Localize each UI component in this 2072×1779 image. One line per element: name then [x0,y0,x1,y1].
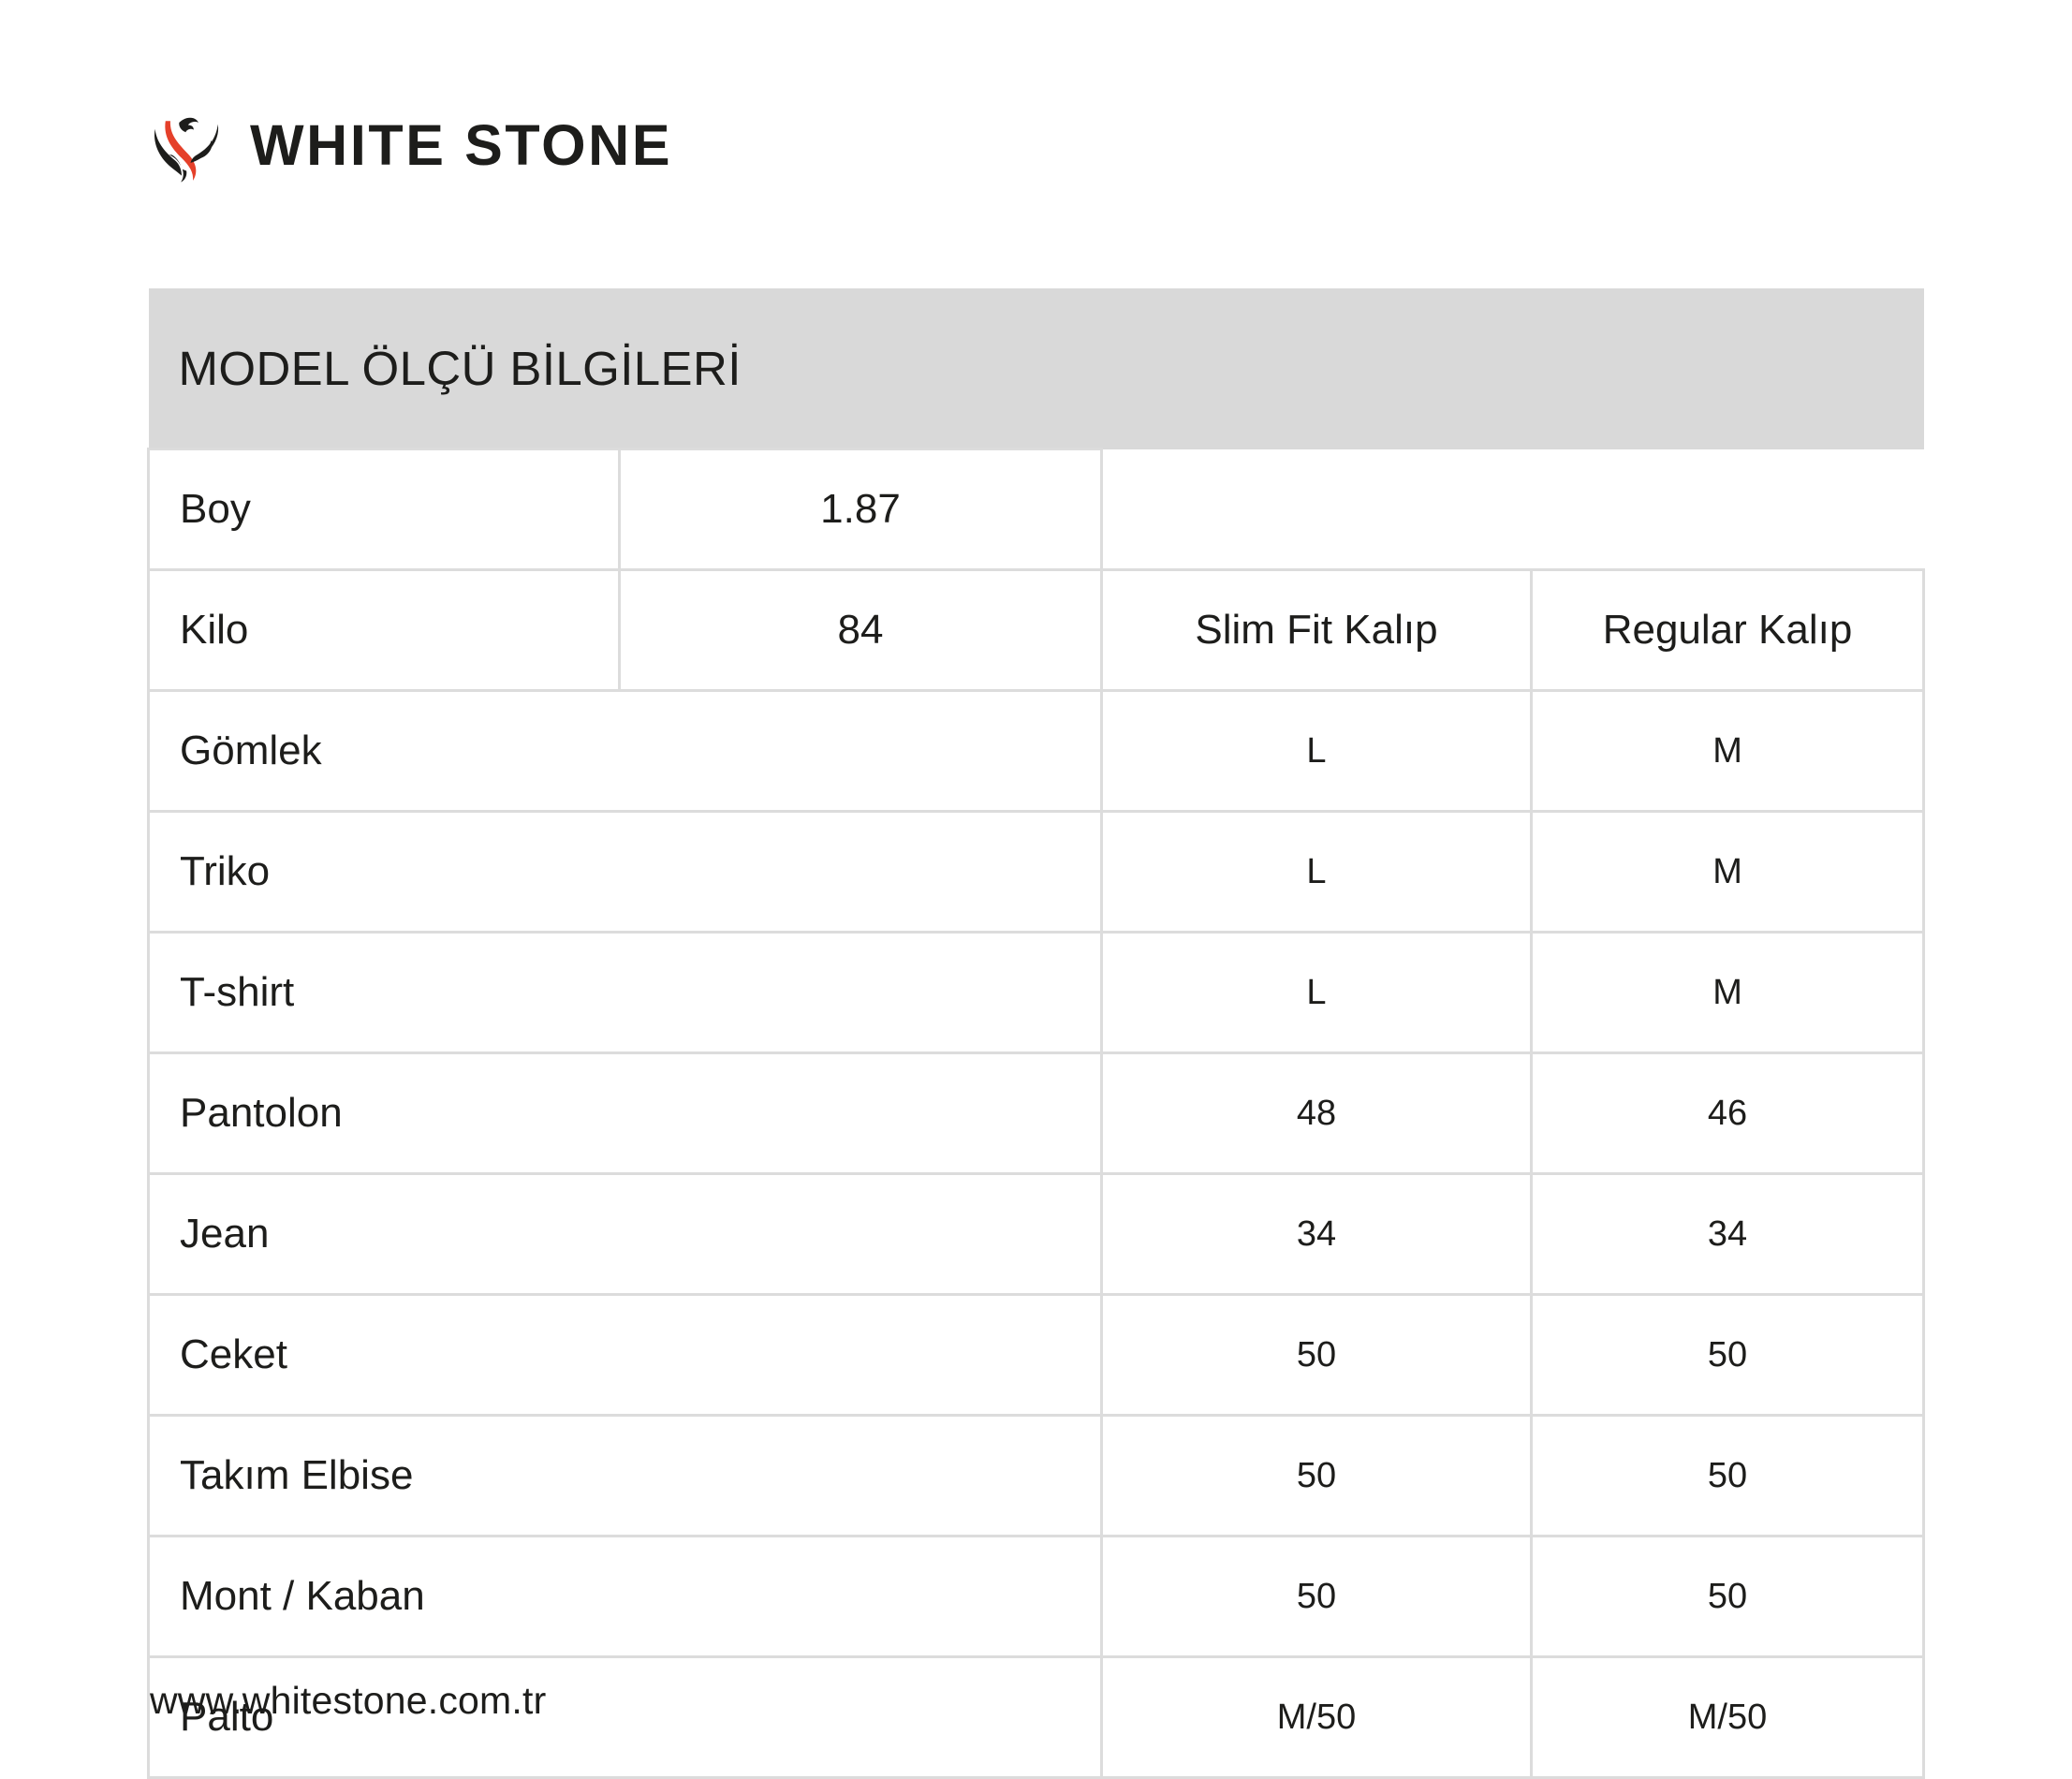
row-slim-value: L [1100,689,1533,813]
table-title: MODEL ÖLÇÜ BİLGİLERİ [178,341,742,395]
row-label: Takım Elbise [147,1414,1103,1537]
row-label: Ceket [147,1293,1103,1417]
brand-wordmark: WHITE STONE [250,112,673,177]
row-slim-value: L [1100,810,1533,934]
row-value: 84 [618,568,1103,692]
table-row: Gömlek L M [147,689,1926,813]
row-regular-value: 50 [1529,1414,1926,1537]
table-row: Kilo 84 Slim Fit Kalıp Regular Kalıp [147,568,1926,692]
table-row: Triko L M [147,810,1926,934]
table-row: Palto M/50 M/50 [147,1655,1926,1779]
row-label: Boy [147,448,621,571]
row-label: Jean [147,1172,1103,1296]
table-row: T-shirt L M [147,931,1926,1054]
row-slim-value: 50 [1100,1293,1533,1417]
table-row: Mont / Kaban 50 50 [147,1535,1926,1658]
row-slim-value: 48 [1100,1051,1533,1175]
column-header-slim-fit: Slim Fit Kalıp [1100,568,1533,692]
row-regular-value: M [1529,931,1926,1054]
table-row: Boy 1.87 [147,448,1924,571]
row-slim-value: L [1100,931,1533,1054]
row-label: Pantolon [147,1051,1103,1175]
table-row: Ceket 50 50 [147,1293,1926,1417]
row-slim-value: 50 [1100,1414,1533,1537]
row-label: T-shirt [147,931,1103,1054]
row-regular-value: 46 [1529,1051,1926,1175]
table-row: Jean 34 34 [147,1172,1926,1296]
row-slim-value: 34 [1100,1172,1533,1296]
row-value: 1.87 [618,448,1103,571]
row-regular-value: M [1529,810,1926,934]
brand-header: WHITE STONE [147,105,672,185]
row-slim-value: 50 [1100,1535,1533,1658]
model-measurements-table: MODEL ÖLÇÜ BİLGİLERİ Boy 1.87 Kilo 84 Sl… [147,288,1926,1779]
row-regular-value: M [1529,689,1926,813]
table-row: Takım Elbise 50 50 [147,1414,1926,1537]
row-regular-value: 50 [1529,1293,1926,1417]
table-row: Pantolon 48 46 [147,1051,1926,1175]
website-url[interactable]: www.whitestone.com.tr [150,1679,547,1722]
phoenix-logo-icon [147,105,228,185]
row-empty-span [1101,448,1924,570]
row-label: Palto [147,1655,1103,1779]
row-slim-value: M/50 [1100,1655,1533,1779]
row-label: Mont / Kaban [147,1535,1103,1658]
table-title-cell: MODEL ÖLÇÜ BİLGİLERİ [148,288,1924,449]
row-regular-value: 50 [1529,1535,1926,1658]
table-title-row: MODEL ÖLÇÜ BİLGİLERİ [148,288,1924,449]
row-label: Triko [147,810,1103,934]
column-header-regular: Regular Kalıp [1529,568,1926,692]
row-regular-value: M/50 [1529,1655,1926,1779]
row-label: Gömlek [147,689,1103,813]
row-label: Kilo [147,568,621,692]
row-regular-value: 34 [1529,1172,1926,1296]
